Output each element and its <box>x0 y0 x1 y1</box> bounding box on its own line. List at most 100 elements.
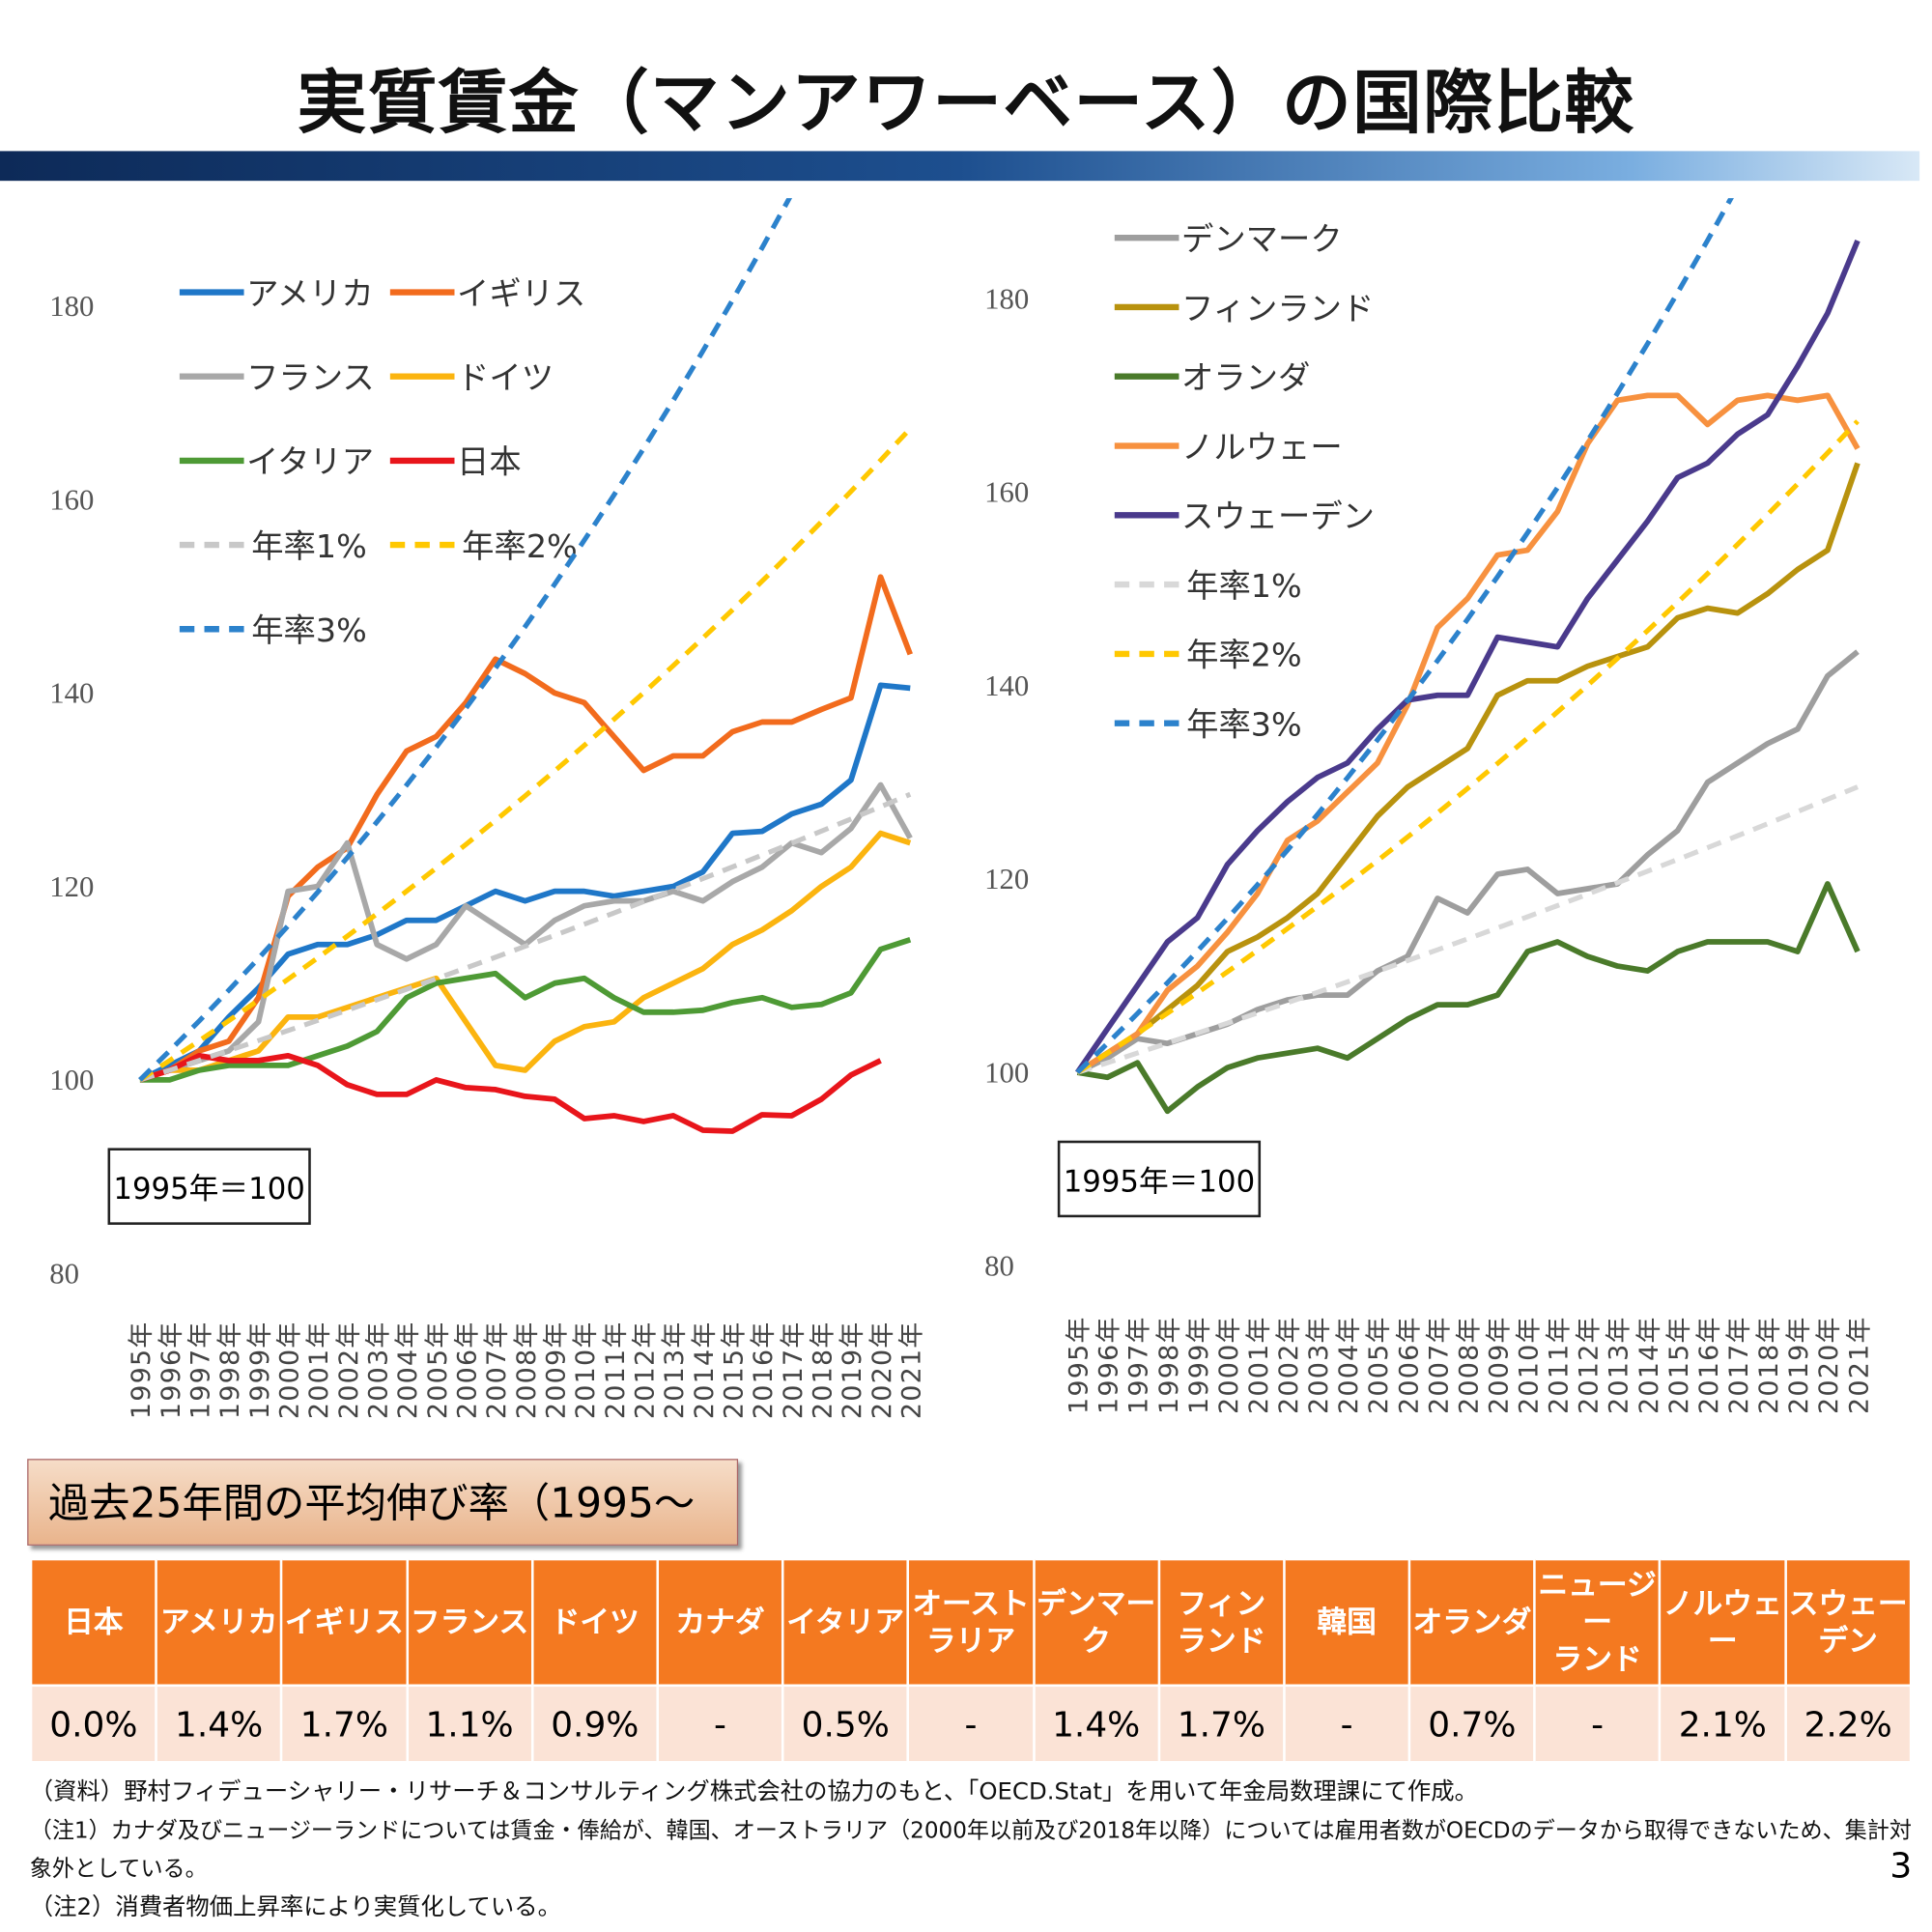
x-tick-label: 2002年 <box>334 1321 364 1419</box>
x-tick-label: 2009年 <box>1484 1316 1514 1414</box>
table-header-row: 日本 アメリカ イギリス フランス ドイツ カナダ イタリア オースト ラリア デンマーク フィン… <box>29 1557 1913 1688</box>
x-tick-label: 2020年 <box>867 1321 897 1419</box>
x-tick-label: 1995年 <box>127 1321 156 1419</box>
x-tick-label: 2008年 <box>512 1321 542 1419</box>
series-line <box>139 936 912 1083</box>
growth-value: 0.0% <box>29 1684 158 1764</box>
y-tick-label: 120 <box>984 863 1029 895</box>
series-line <box>138 781 913 1083</box>
growth-value: - <box>1282 1684 1411 1764</box>
x-tick-label: 1999年 <box>1184 1316 1214 1414</box>
x-tick-label: 2003年 <box>363 1321 393 1419</box>
series-line <box>139 791 912 1083</box>
growth-value: 1.4% <box>1032 1684 1160 1764</box>
growth-value: - <box>906 1684 1036 1764</box>
y-tick-label: 100 <box>49 1064 94 1096</box>
y-tick-label: 80 <box>984 1250 1014 1283</box>
y-tick-label: 80 <box>49 1257 79 1290</box>
growth-value: - <box>1533 1684 1662 1764</box>
legend-label: フィンランド <box>1181 290 1374 327</box>
x-tick-label: 2001年 <box>304 1321 334 1419</box>
column-header: オースト ラリア <box>906 1557 1036 1688</box>
legend-label: スウェーデン <box>1181 497 1375 535</box>
table-value-row: 0.0% 1.4% 1.7% 1.1% 0.9% -0.5% -1.4% 1.7% -0.7% -… <box>29 1684 1913 1764</box>
x-tick-label: 2011年 <box>601 1321 631 1419</box>
legend-label: 日本 <box>457 443 522 481</box>
x-tick-label: 1998年 <box>1154 1316 1184 1414</box>
column-header: イタリア <box>781 1557 910 1688</box>
growth-value: - <box>656 1684 784 1764</box>
y-tick-label: 160 <box>984 476 1029 509</box>
growth-value: 0.7% <box>1407 1684 1537 1764</box>
x-tick-label: 2012年 <box>631 1321 661 1419</box>
column-header: オランダ <box>1407 1557 1537 1688</box>
growth-value: 1.1% <box>405 1684 534 1764</box>
x-tick-label: 1998年 <box>215 1321 245 1419</box>
column-header: アメリカ <box>155 1557 283 1688</box>
x-tick-label: 2014年 <box>690 1321 720 1419</box>
annotation-box <box>1057 1140 1262 1218</box>
x-tick-label: 2015年 <box>1664 1316 1694 1414</box>
growth-value: 1.7% <box>280 1684 409 1764</box>
x-tick-label: 2018年 <box>809 1321 838 1419</box>
y-tick-label: 180 <box>984 282 1029 315</box>
header-band <box>0 151 1920 182</box>
legend-label: オランダ <box>1181 359 1310 397</box>
column-header: 韓国 <box>1282 1557 1411 1688</box>
x-tick-label: 2006年 <box>452 1321 482 1419</box>
legend-label: 年率1% <box>1186 567 1302 605</box>
series-line <box>1075 198 1734 1075</box>
growth-value: 0.9% <box>530 1684 659 1764</box>
x-tick-label: 2015年 <box>720 1321 750 1419</box>
page-title: 実質賃金（マンアワーベース）の国際比較 <box>297 63 1635 144</box>
series-line <box>138 198 793 1082</box>
column-header: 日本 <box>29 1557 158 1688</box>
growth-value: 2.1% <box>1659 1684 1787 1764</box>
series-line <box>1075 419 1860 1075</box>
x-tick-label: 2013年 <box>1605 1316 1634 1414</box>
legend-label: フランス <box>246 359 375 397</box>
legend-label: 年率2% <box>462 527 578 565</box>
x-tick-label: 2016年 <box>749 1321 779 1419</box>
y-tick-label: 160 <box>49 483 94 516</box>
page-number: 3 <box>1889 1845 1913 1887</box>
column-header: イギリス <box>280 1557 409 1688</box>
annotation-label: 1995年＝100 <box>1064 1164 1255 1199</box>
growth-value: 0.5% <box>781 1684 910 1764</box>
column-header: カナダ <box>656 1557 784 1688</box>
series-line <box>1074 240 1861 1074</box>
y-tick-label: 140 <box>984 669 1029 702</box>
x-tick-label: 2014年 <box>1634 1316 1664 1414</box>
growth-value: 1.7% <box>1157 1684 1286 1764</box>
column-header: スウェー デン <box>1783 1557 1913 1688</box>
note-1: （注1）カナダ及びニュージーランドについては賃金・俸給が、韓国、オーストラリア（… <box>29 1817 1912 1883</box>
series-line <box>1075 392 1861 1075</box>
x-tick-label: 2021年 <box>1844 1316 1874 1414</box>
x-tick-label: 2020年 <box>1814 1316 1844 1414</box>
x-tick-label: 2004年 <box>393 1321 423 1419</box>
series-line <box>138 682 911 1083</box>
column-header: ニュージー ランド <box>1533 1557 1662 1688</box>
column-header: ノルウェー <box>1659 1557 1787 1688</box>
x-tick-label: 1997年 <box>1124 1316 1154 1414</box>
legend-label: 年率2% <box>1186 637 1302 674</box>
series-line <box>138 830 912 1083</box>
legend-label: 年率3% <box>1186 706 1302 744</box>
annotation-label: 1995年＝100 <box>113 1172 304 1207</box>
x-tick-label: 2007年 <box>482 1321 512 1419</box>
column-header: デンマーク <box>1032 1557 1160 1688</box>
legend-label: デンマーク <box>1181 220 1343 258</box>
x-tick-label: 2010年 <box>571 1321 601 1419</box>
x-tick-label: 1999年 <box>245 1321 275 1419</box>
column-header: フランス <box>405 1557 534 1688</box>
growth-table: 日本 アメリカ イギリス フランス ドイツ カナダ イタリア オースト ラリア デンマーク フィン… <box>29 1557 1913 1764</box>
x-tick-label: 1997年 <box>185 1321 215 1419</box>
x-tick-label: 2021年 <box>897 1321 927 1419</box>
x-tick-label: 2008年 <box>1454 1316 1484 1414</box>
x-tick-label: 2016年 <box>1694 1316 1724 1414</box>
x-tick-label: 2017年 <box>779 1321 809 1419</box>
x-tick-label: 2003年 <box>1304 1316 1334 1414</box>
x-tick-label: 2009年 <box>541 1321 571 1419</box>
